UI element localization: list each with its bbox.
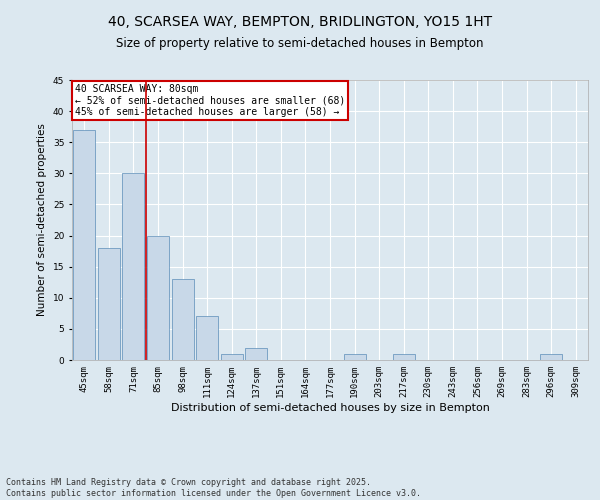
Bar bbox=[245, 348, 268, 360]
Y-axis label: Number of semi-detached properties: Number of semi-detached properties bbox=[37, 124, 47, 316]
Bar bbox=[344, 354, 365, 360]
Bar bbox=[147, 236, 169, 360]
Bar bbox=[122, 174, 145, 360]
Bar bbox=[73, 130, 95, 360]
Bar bbox=[221, 354, 243, 360]
Bar bbox=[540, 354, 562, 360]
X-axis label: Distribution of semi-detached houses by size in Bempton: Distribution of semi-detached houses by … bbox=[170, 402, 490, 412]
Text: Size of property relative to semi-detached houses in Bempton: Size of property relative to semi-detach… bbox=[116, 38, 484, 51]
Bar bbox=[172, 279, 194, 360]
Text: Contains HM Land Registry data © Crown copyright and database right 2025.
Contai: Contains HM Land Registry data © Crown c… bbox=[6, 478, 421, 498]
Text: 40, SCARSEA WAY, BEMPTON, BRIDLINGTON, YO15 1HT: 40, SCARSEA WAY, BEMPTON, BRIDLINGTON, Y… bbox=[108, 15, 492, 29]
Text: 40 SCARSEA WAY: 80sqm
← 52% of semi-detached houses are smaller (68)
45% of semi: 40 SCARSEA WAY: 80sqm ← 52% of semi-deta… bbox=[74, 84, 345, 117]
Bar bbox=[392, 354, 415, 360]
Bar bbox=[196, 316, 218, 360]
Bar bbox=[98, 248, 120, 360]
